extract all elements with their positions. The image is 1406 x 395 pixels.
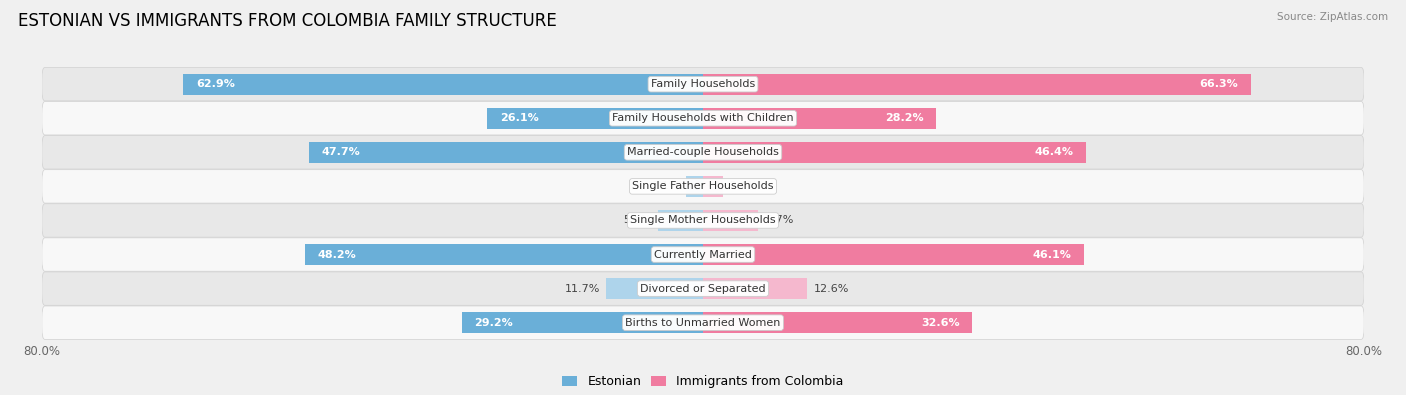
- Text: Family Households: Family Households: [651, 79, 755, 89]
- Bar: [703, 312, 973, 333]
- Text: Family Households with Children: Family Households with Children: [612, 113, 794, 123]
- Text: 2.4%: 2.4%: [730, 181, 758, 192]
- Text: Currently Married: Currently Married: [654, 250, 752, 260]
- FancyBboxPatch shape: [42, 135, 1364, 169]
- Bar: [703, 176, 723, 197]
- Bar: [183, 73, 703, 95]
- FancyBboxPatch shape: [42, 272, 1364, 305]
- Text: Single Mother Households: Single Mother Households: [630, 215, 776, 226]
- Legend: Estonian, Immigrants from Colombia: Estonian, Immigrants from Colombia: [557, 371, 849, 393]
- FancyBboxPatch shape: [42, 102, 1364, 135]
- Bar: [686, 176, 703, 197]
- Text: 62.9%: 62.9%: [195, 79, 235, 89]
- Text: 26.1%: 26.1%: [499, 113, 538, 123]
- FancyBboxPatch shape: [42, 170, 1364, 203]
- Text: 11.7%: 11.7%: [564, 284, 600, 293]
- Text: 47.7%: 47.7%: [322, 147, 360, 157]
- Text: 46.4%: 46.4%: [1035, 147, 1074, 157]
- Text: Married-couple Households: Married-couple Households: [627, 147, 779, 157]
- Bar: [703, 108, 936, 129]
- Text: 12.6%: 12.6%: [814, 284, 849, 293]
- Bar: [658, 210, 703, 231]
- Bar: [309, 142, 703, 163]
- Bar: [703, 210, 758, 231]
- Bar: [703, 142, 1087, 163]
- FancyBboxPatch shape: [42, 306, 1364, 339]
- Text: Source: ZipAtlas.com: Source: ZipAtlas.com: [1277, 12, 1388, 22]
- Text: 29.2%: 29.2%: [474, 318, 513, 328]
- Bar: [703, 278, 807, 299]
- Text: Births to Unmarried Women: Births to Unmarried Women: [626, 318, 780, 328]
- Text: 32.6%: 32.6%: [921, 318, 960, 328]
- Text: 48.2%: 48.2%: [318, 250, 356, 260]
- Text: 66.3%: 66.3%: [1199, 79, 1239, 89]
- Bar: [703, 244, 1084, 265]
- Text: ESTONIAN VS IMMIGRANTS FROM COLOMBIA FAMILY STRUCTURE: ESTONIAN VS IMMIGRANTS FROM COLOMBIA FAM…: [18, 12, 557, 30]
- Text: 2.1%: 2.1%: [651, 181, 679, 192]
- Bar: [703, 73, 1251, 95]
- Text: 6.7%: 6.7%: [765, 215, 793, 226]
- Bar: [606, 278, 703, 299]
- FancyBboxPatch shape: [42, 68, 1364, 101]
- Text: Single Father Households: Single Father Households: [633, 181, 773, 192]
- Bar: [305, 244, 703, 265]
- Text: 5.4%: 5.4%: [623, 215, 652, 226]
- Bar: [461, 312, 703, 333]
- FancyBboxPatch shape: [42, 238, 1364, 271]
- Text: 28.2%: 28.2%: [884, 113, 924, 123]
- Bar: [488, 108, 703, 129]
- FancyBboxPatch shape: [42, 204, 1364, 237]
- Text: 46.1%: 46.1%: [1032, 250, 1071, 260]
- Text: Divorced or Separated: Divorced or Separated: [640, 284, 766, 293]
